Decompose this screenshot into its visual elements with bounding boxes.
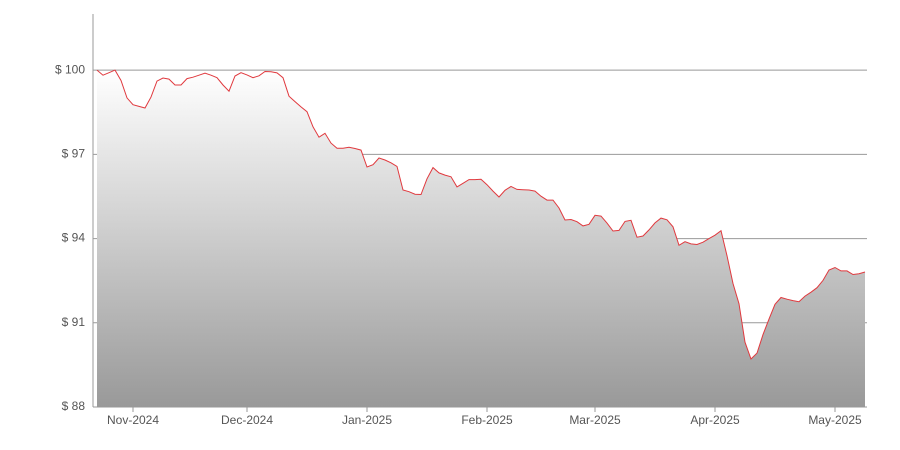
- x-tick-label: Apr-2025: [690, 413, 740, 427]
- y-tick-label: $ 88: [62, 399, 86, 413]
- y-tick-label: $ 100: [55, 62, 85, 76]
- x-tick-label: Mar-2025: [569, 413, 621, 427]
- price-line: [96, 69, 866, 360]
- x-tick-label: Jan-2025: [342, 413, 392, 427]
- area-fill: [97, 70, 865, 407]
- y-tick-label: $ 97: [62, 147, 86, 161]
- x-tick-label: May-2025: [808, 413, 862, 427]
- y-tick-label: $ 94: [62, 231, 86, 245]
- x-tick-label: Feb-2025: [461, 413, 513, 427]
- x-tick-label: Nov-2024: [107, 413, 159, 427]
- y-tick-label: $ 91: [62, 315, 86, 329]
- x-tick-label: Dec-2024: [221, 413, 273, 427]
